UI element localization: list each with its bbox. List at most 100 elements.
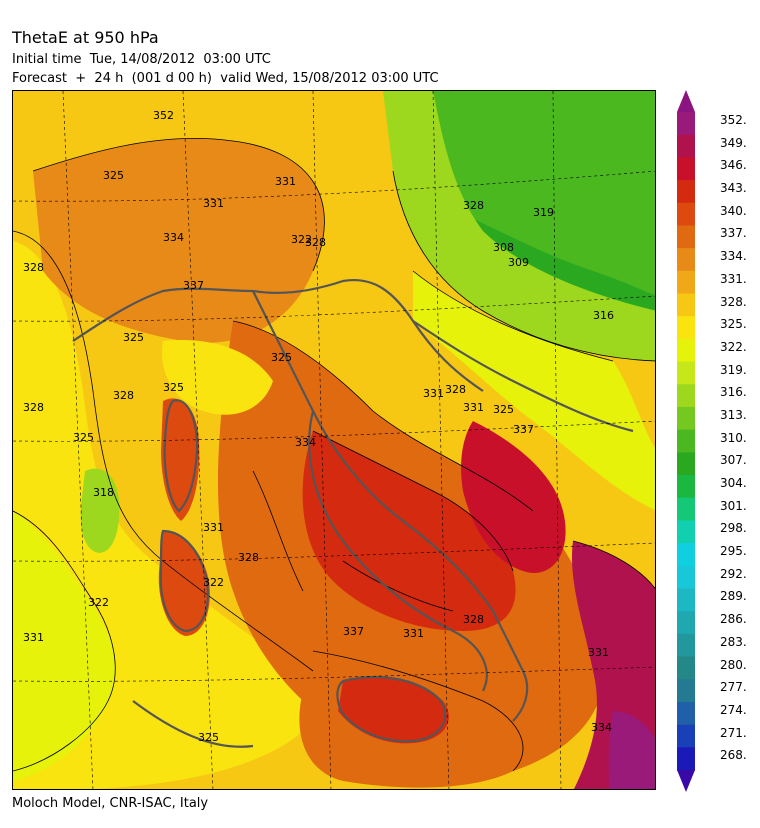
- forecast-valid-time: Forecast + 24 h (001 d 00 h) valid Wed, …: [12, 71, 439, 86]
- legend-label: 346.: [720, 158, 747, 173]
- contour-label: 331: [588, 646, 609, 659]
- contour-label: 334: [591, 721, 612, 734]
- legend-swatch: [677, 384, 695, 408]
- legend-label: 268.: [720, 748, 747, 763]
- contour-label: 325: [493, 403, 514, 416]
- legend-label: 337.: [720, 226, 747, 241]
- legend-label: 286.: [720, 612, 747, 627]
- legend-label: 325.: [720, 317, 747, 332]
- field-west-lightyellow: [13, 511, 116, 781]
- legend-swatch: [677, 270, 695, 295]
- legend-swatch: [677, 134, 695, 158]
- legend-label: 289.: [720, 589, 747, 604]
- contour-label: 337: [513, 423, 534, 436]
- contour-label: 328: [463, 199, 484, 212]
- contour-label: 325: [103, 169, 124, 182]
- legend-swatch: [677, 316, 695, 340]
- legend-swatch: [677, 361, 695, 385]
- legend-swatch: [677, 338, 695, 363]
- legend-label: 316.: [720, 385, 747, 400]
- legend-label: 352.: [720, 113, 747, 127]
- contour-label: 334: [295, 436, 316, 449]
- field-italy-red: [302, 431, 516, 631]
- legend-swatch: [677, 225, 695, 249]
- contour-label: 331: [423, 387, 444, 400]
- legend-swatch: [677, 724, 695, 748]
- lat-lon-grid: [13, 91, 655, 789]
- contour-lines: [13, 137, 655, 772]
- legend-swatch: [677, 112, 695, 136]
- contour-label: 337: [183, 279, 204, 292]
- contour-label: 328: [445, 383, 466, 396]
- legend-label: 301.: [720, 498, 747, 513]
- legend-swatch: [677, 701, 695, 726]
- contour-label: 322: [88, 596, 109, 609]
- legend-label: 280.: [720, 657, 747, 672]
- legend-label: 340.: [720, 203, 747, 218]
- contour-label: 331: [23, 631, 44, 644]
- legend-swatch: [677, 565, 695, 589]
- legend-swatch: [677, 293, 695, 317]
- legend-swatch: [677, 180, 695, 204]
- legend-label: 292.: [720, 566, 747, 581]
- legend-swatch: [677, 429, 695, 453]
- color-legend: 352. 349. 346. 343. 340. 337. 334. 331. 328. 325.…: [672, 88, 760, 794]
- field-sicily-red: [338, 677, 449, 744]
- contour-label: 316: [593, 309, 614, 322]
- contour-label: 325: [198, 731, 219, 744]
- legend-label: 274.: [720, 702, 747, 717]
- contour-label: 331: [203, 197, 224, 210]
- contour-label: 328: [23, 401, 44, 414]
- legend-swatch: [677, 475, 695, 499]
- legend-label: 322.: [720, 339, 747, 354]
- coastlines: [72, 278, 634, 748]
- legend-swatch: [677, 202, 695, 226]
- legend-label: 313.: [720, 407, 747, 422]
- legend-swatch: [677, 679, 695, 703]
- contour-label: 337: [343, 625, 364, 638]
- contour-label: 309: [508, 256, 529, 269]
- legend-label: 343.: [720, 181, 747, 196]
- legend-swatch: [677, 452, 695, 476]
- legend-label: 277.: [720, 680, 747, 695]
- contour-label: 325: [73, 431, 94, 444]
- field-northeast-lightgreen: [383, 91, 655, 361]
- contour-label: 328: [113, 389, 134, 402]
- initial-time: Initial time Tue, 14/08/2012 03:00 UTC: [12, 52, 271, 67]
- legend-swatch: [677, 406, 695, 431]
- legend-label: 310.: [720, 430, 747, 445]
- contour-label: 328: [238, 551, 259, 564]
- contour-label: 308: [493, 241, 514, 254]
- contour-label: 319: [533, 206, 554, 219]
- contour-label: 331: [275, 175, 296, 188]
- legend-label: 304.: [720, 476, 747, 491]
- field-sardinia-green: [80, 468, 120, 553]
- contour-label: 318: [93, 486, 114, 499]
- legend-bottom-arrow: [677, 770, 695, 792]
- legend-label: 298.: [720, 521, 747, 536]
- legend-colorbar: [677, 90, 695, 792]
- field-po-yellow: [162, 340, 273, 415]
- contour-label: 325: [163, 381, 184, 394]
- contour-label: 331: [463, 401, 484, 414]
- legend-swatch: [677, 520, 695, 544]
- legend-label: 271.: [720, 725, 747, 740]
- legend-label: 334.: [720, 249, 747, 264]
- contour-label: 334: [163, 231, 184, 244]
- contour-label: 325: [123, 331, 144, 344]
- contour-label: 328: [305, 236, 326, 249]
- legend-swatch: [677, 248, 695, 272]
- legend-swatch: [677, 543, 695, 567]
- thetae-map: 352 325 331 331 334 328 337 328 322 325 328 325 325 3…: [12, 90, 656, 790]
- contour-label: 328: [23, 261, 44, 274]
- contour-label: 322: [203, 576, 224, 589]
- contour-label: 352: [153, 109, 174, 122]
- legend-swatch: [677, 611, 695, 635]
- legend-label: 283.: [720, 634, 747, 649]
- field-east-purple: [608, 711, 655, 789]
- legend-swatch: [677, 633, 695, 658]
- legend-swatch: [677, 157, 695, 181]
- contour-label: 328: [463, 613, 484, 626]
- legend-label: 331.: [720, 271, 747, 286]
- legend-label: 349.: [720, 135, 747, 150]
